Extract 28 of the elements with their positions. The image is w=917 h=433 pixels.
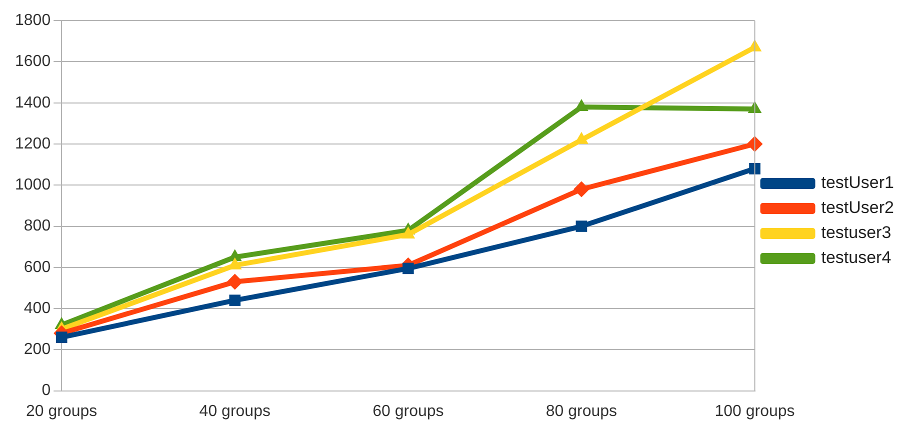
y-tick-label: 1400	[15, 94, 51, 112]
point	[749, 163, 760, 174]
point	[226, 274, 243, 290]
legend-label: testUser1	[821, 173, 894, 192]
x-tick-label: 20 groups	[26, 402, 98, 420]
point	[574, 132, 588, 144]
point	[56, 332, 68, 343]
y-tick-label: 1000	[15, 176, 51, 194]
y-tick-label: 1600	[15, 53, 51, 70]
legend-label: testuser4	[821, 248, 892, 268]
y-tick-label: 800	[24, 218, 51, 235]
y-tick-label: 1200	[15, 135, 51, 152]
y-tick-label: 400	[24, 300, 51, 317]
x-tick-label: 80 groups	[546, 402, 618, 420]
x-tick-label: 100 groups	[714, 402, 795, 420]
x-tick-label: 40 groups	[199, 402, 270, 420]
y-tick-label: 0	[42, 382, 51, 400]
x-tick-label: 60 groups	[372, 402, 444, 420]
point	[573, 181, 590, 198]
legend-label: testuser3	[821, 223, 892, 242]
point	[576, 220, 588, 232]
point	[402, 262, 414, 274]
point	[574, 98, 588, 111]
y-tick-label: 600	[24, 258, 51, 276]
y-tick-label: 1800	[15, 12, 51, 30]
point	[229, 294, 241, 306]
legend-label: testUser2	[821, 198, 894, 218]
y-tick-label: 200	[24, 341, 51, 358]
